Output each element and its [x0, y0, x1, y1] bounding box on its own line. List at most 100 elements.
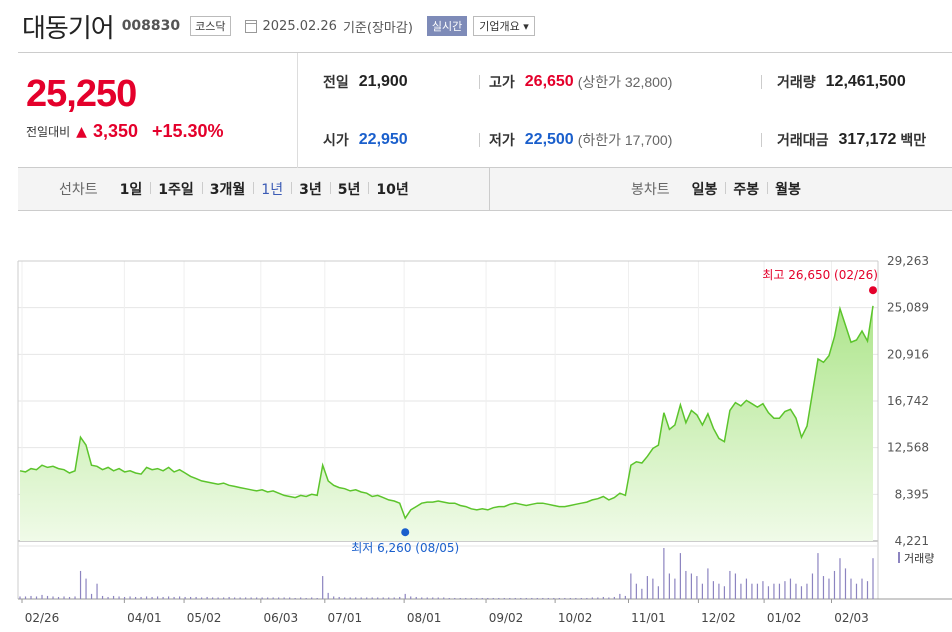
stat-unit: 백만 [900, 133, 927, 149]
period-3y[interactable]: 3년 [291, 179, 330, 199]
x-tick-label: 06/03 [264, 611, 299, 625]
volume-bar [333, 596, 335, 599]
period-10y[interactable]: 10년 [368, 179, 416, 199]
volume-bar [509, 597, 511, 599]
volume-bar [399, 596, 401, 599]
volume-bar [366, 597, 368, 599]
volume-bar [272, 597, 274, 599]
volume-bar [718, 583, 720, 599]
volume-bar [861, 578, 863, 599]
volume-bar [344, 597, 346, 599]
volume-bar [327, 592, 329, 599]
volume-bar [223, 597, 225, 599]
volume-bar [432, 597, 434, 599]
volume-bar [762, 581, 764, 599]
volume-bar [668, 573, 670, 599]
y-tick-label: 20,916 [887, 347, 929, 361]
change-percent: +15.30% [152, 121, 224, 141]
volume-bar [470, 597, 472, 599]
volume-bar [85, 578, 87, 599]
volume-bar [608, 597, 610, 599]
stat-trade-value: 거래대금 317,172 백만 [777, 128, 926, 152]
divider [479, 75, 480, 89]
volume-bar [850, 578, 852, 599]
stat-value: 21,900 [358, 73, 408, 90]
volume-bar [162, 596, 164, 599]
volume-bar [46, 595, 49, 599]
volume-bar [822, 576, 825, 599]
candle-weekly[interactable]: 주봉 [725, 179, 767, 199]
x-tick-label: 05/02 [187, 611, 222, 625]
x-tick-label: 07/01 [328, 611, 363, 625]
volume-bar [795, 583, 797, 599]
x-tick-label: 09/02 [489, 611, 524, 625]
volume-bar [234, 597, 236, 599]
volume-bar [167, 596, 170, 599]
period-3m[interactable]: 3개월 [201, 179, 254, 199]
volume-bar [624, 595, 626, 599]
volume-bar [195, 596, 197, 599]
divider [761, 75, 762, 89]
volume-bar [503, 597, 505, 599]
volume-bar [261, 597, 263, 599]
volume-bar [360, 597, 362, 599]
volume-bar [597, 597, 599, 599]
high-label: 최고 26,650 (02/26) [762, 268, 878, 282]
live-button[interactable]: 실시간 [426, 16, 468, 36]
period-1y[interactable]: 1년 [253, 179, 291, 199]
period-1d[interactable]: 1일 [119, 182, 143, 198]
volume-bar [806, 583, 808, 599]
volume-bar [278, 597, 280, 599]
volume-bar [63, 596, 65, 599]
volume-bar [322, 576, 324, 599]
volume-bar [635, 583, 637, 599]
volume-bar [96, 583, 98, 599]
stat-label: 고가 [489, 75, 515, 91]
volume-bar [107, 596, 109, 599]
volume-bar [641, 588, 643, 599]
volume-bar [41, 594, 43, 599]
stat-volume: 거래량 12,461,500 [777, 70, 906, 94]
volume-bar [536, 597, 538, 599]
volume-bar [481, 597, 483, 599]
volume-bar [382, 597, 384, 599]
date: 2025.02.26 [262, 18, 337, 34]
volume-bar [294, 597, 296, 599]
period-1w[interactable]: 1주일 [150, 179, 202, 199]
volume-bar [454, 597, 456, 599]
x-tick-label: 12/02 [701, 611, 736, 625]
period-bar: 선차트 1일 1주일 3개월 1년 3년 5년 10년 봉차트 일봉 주봉 월봉 [18, 168, 952, 211]
volume-bar [239, 597, 241, 599]
volume-bar [789, 578, 792, 599]
volume-bar [459, 597, 461, 599]
volume-bar [316, 597, 318, 599]
volume-bar [74, 596, 76, 599]
volume-bar [283, 597, 285, 599]
volume-bar [206, 596, 208, 599]
volume-bar [498, 597, 500, 599]
volume-bar [817, 553, 819, 599]
volume-bar [289, 597, 291, 599]
volume-bar [531, 597, 533, 599]
volume-bar [800, 586, 803, 599]
stock-name: 대동기어 [22, 13, 115, 44]
stat-label: 거래량 [777, 75, 816, 91]
candle-daily[interactable]: 일봉 [691, 182, 718, 198]
current-price: 25,250 [26, 73, 137, 115]
y-tick-label: 8,395 [895, 487, 929, 501]
stat-label: 전일 [323, 75, 349, 91]
x-tick-label: 11/01 [631, 611, 666, 625]
period-5y[interactable]: 5년 [329, 179, 369, 199]
volume-bar [256, 597, 258, 599]
volume-bar [421, 597, 423, 599]
volume-bar [602, 596, 604, 599]
volume-bar [377, 597, 379, 599]
volume-legend-icon [898, 552, 900, 563]
volume-bar [712, 581, 715, 599]
volume-bar [393, 597, 395, 599]
company-info-button[interactable]: 기업개요 ▾ [473, 16, 535, 36]
volume-bar [740, 583, 742, 599]
high-point [869, 286, 877, 295]
basis-text: 기준(장마감) [342, 20, 413, 36]
candle-monthly[interactable]: 월봉 [767, 179, 809, 199]
